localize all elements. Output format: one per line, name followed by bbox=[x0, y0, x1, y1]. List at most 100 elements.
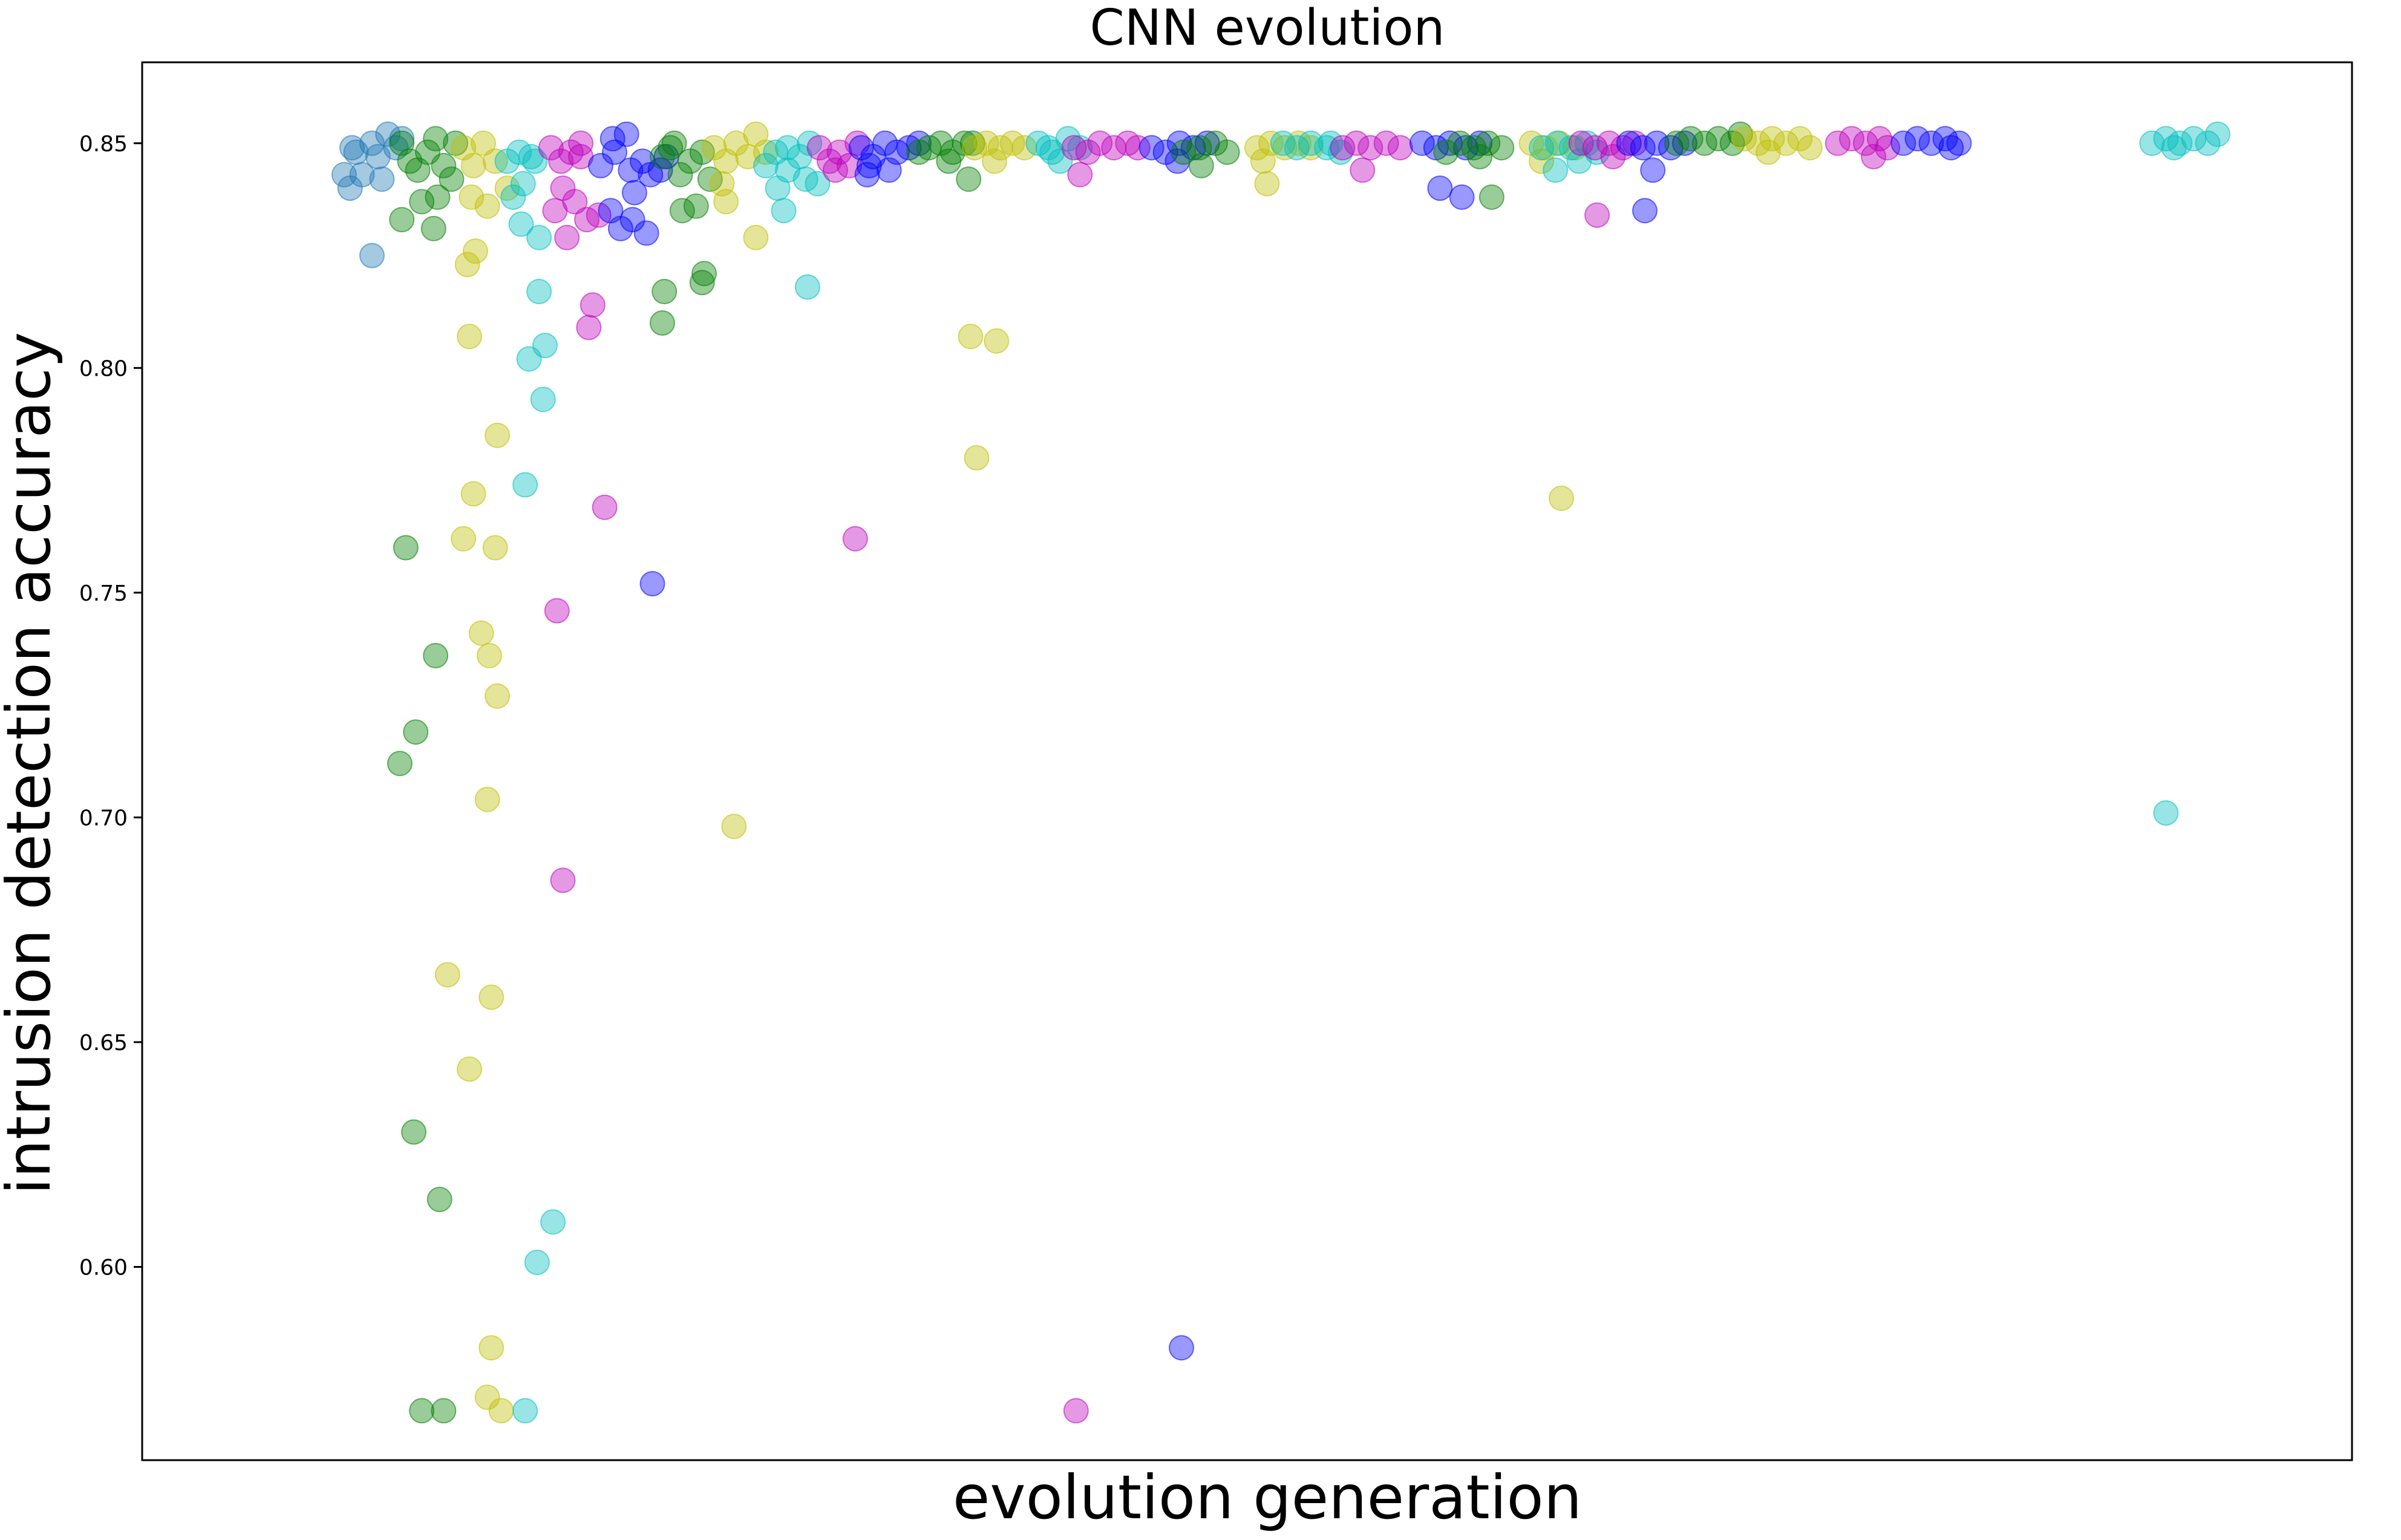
data-point bbox=[652, 279, 678, 304]
data-point bbox=[806, 135, 832, 161]
data-point bbox=[387, 751, 413, 777]
data-point bbox=[1138, 135, 1165, 161]
chart-title: CNN evolution bbox=[1090, 0, 1445, 57]
data-point bbox=[964, 445, 990, 471]
data-point bbox=[2195, 130, 2221, 156]
data-point bbox=[1330, 135, 1356, 161]
data-point bbox=[369, 166, 395, 192]
data-point bbox=[479, 984, 505, 1010]
data-point bbox=[393, 535, 419, 561]
data-point bbox=[460, 152, 486, 178]
data-point bbox=[1755, 139, 1781, 165]
data-point bbox=[1125, 135, 1151, 161]
data-point bbox=[1529, 135, 1555, 161]
data-point bbox=[337, 175, 363, 201]
data-point bbox=[619, 207, 645, 233]
data-point bbox=[1549, 485, 1574, 511]
data-point bbox=[1691, 130, 1717, 156]
data-point bbox=[1467, 144, 1493, 169]
data-point bbox=[488, 1398, 514, 1424]
data-point bbox=[426, 1187, 452, 1212]
data-points-layer bbox=[331, 121, 2230, 1424]
data-point bbox=[403, 719, 429, 745]
data-point bbox=[550, 867, 576, 893]
data-point bbox=[743, 224, 769, 250]
data-point bbox=[451, 526, 477, 552]
data-point bbox=[1584, 202, 1610, 228]
data-point bbox=[775, 135, 800, 161]
data-point bbox=[526, 279, 552, 304]
data-point bbox=[1188, 152, 1214, 178]
data-point bbox=[1087, 130, 1113, 156]
data-point bbox=[1630, 135, 1656, 161]
data-point bbox=[753, 152, 779, 178]
data-point bbox=[457, 1056, 482, 1082]
data-point bbox=[576, 315, 602, 341]
data-point bbox=[1387, 135, 1413, 161]
data-point bbox=[1449, 184, 1475, 210]
data-point bbox=[474, 786, 500, 812]
data-point bbox=[1745, 130, 1771, 156]
x-axis-title: evolution generation bbox=[953, 1462, 1582, 1533]
data-point bbox=[1640, 157, 1666, 183]
data-point bbox=[633, 220, 659, 246]
data-point bbox=[468, 620, 494, 646]
data-point bbox=[1284, 135, 1310, 161]
data-point bbox=[2153, 800, 2179, 826]
data-point bbox=[439, 166, 465, 192]
data-point bbox=[443, 130, 468, 156]
data-point bbox=[425, 184, 451, 210]
data-point bbox=[516, 346, 542, 372]
data-point bbox=[1063, 1398, 1089, 1424]
data-point bbox=[2139, 130, 2165, 156]
data-point bbox=[592, 494, 618, 520]
data-point bbox=[613, 121, 639, 147]
data-point bbox=[683, 193, 709, 219]
data-point bbox=[602, 139, 627, 165]
data-point bbox=[691, 261, 717, 287]
data-point bbox=[434, 962, 460, 988]
data-point bbox=[1478, 184, 1504, 210]
data-point bbox=[485, 422, 510, 448]
data-point bbox=[548, 148, 574, 174]
data-point bbox=[1244, 135, 1270, 161]
data-point bbox=[1047, 148, 1073, 174]
plot-area-frame bbox=[141, 61, 2353, 1461]
data-point bbox=[1254, 171, 1280, 197]
data-point bbox=[1409, 130, 1435, 156]
data-point bbox=[580, 292, 606, 318]
data-point bbox=[540, 1209, 566, 1235]
data-point bbox=[854, 162, 880, 188]
data-point bbox=[984, 328, 1010, 354]
data-point bbox=[1169, 1335, 1194, 1361]
data-point bbox=[1839, 126, 1864, 152]
data-point bbox=[1875, 135, 1901, 161]
data-point bbox=[876, 157, 902, 183]
data-point bbox=[1946, 130, 1972, 156]
data-point bbox=[805, 171, 831, 197]
data-point bbox=[667, 162, 693, 188]
data-point bbox=[510, 171, 536, 197]
data-point bbox=[1543, 157, 1569, 183]
data-point bbox=[457, 324, 482, 350]
data-point bbox=[474, 1385, 500, 1410]
data-point bbox=[568, 130, 594, 156]
data-point bbox=[554, 224, 580, 250]
data-point bbox=[401, 1119, 426, 1145]
data-point bbox=[661, 130, 687, 156]
data-point bbox=[1067, 135, 1093, 161]
data-point bbox=[460, 481, 486, 507]
data-point bbox=[771, 198, 797, 224]
data-point bbox=[1890, 130, 1916, 156]
data-point bbox=[331, 162, 357, 188]
data-point bbox=[1171, 139, 1197, 165]
data-point bbox=[500, 184, 526, 210]
data-point bbox=[1904, 126, 1930, 152]
data-point bbox=[753, 139, 779, 165]
data-point bbox=[1568, 130, 1594, 156]
data-point bbox=[1632, 198, 1658, 224]
data-point bbox=[431, 152, 457, 178]
data-point bbox=[544, 598, 570, 624]
y-tick-label: 0.75 bbox=[79, 581, 128, 606]
